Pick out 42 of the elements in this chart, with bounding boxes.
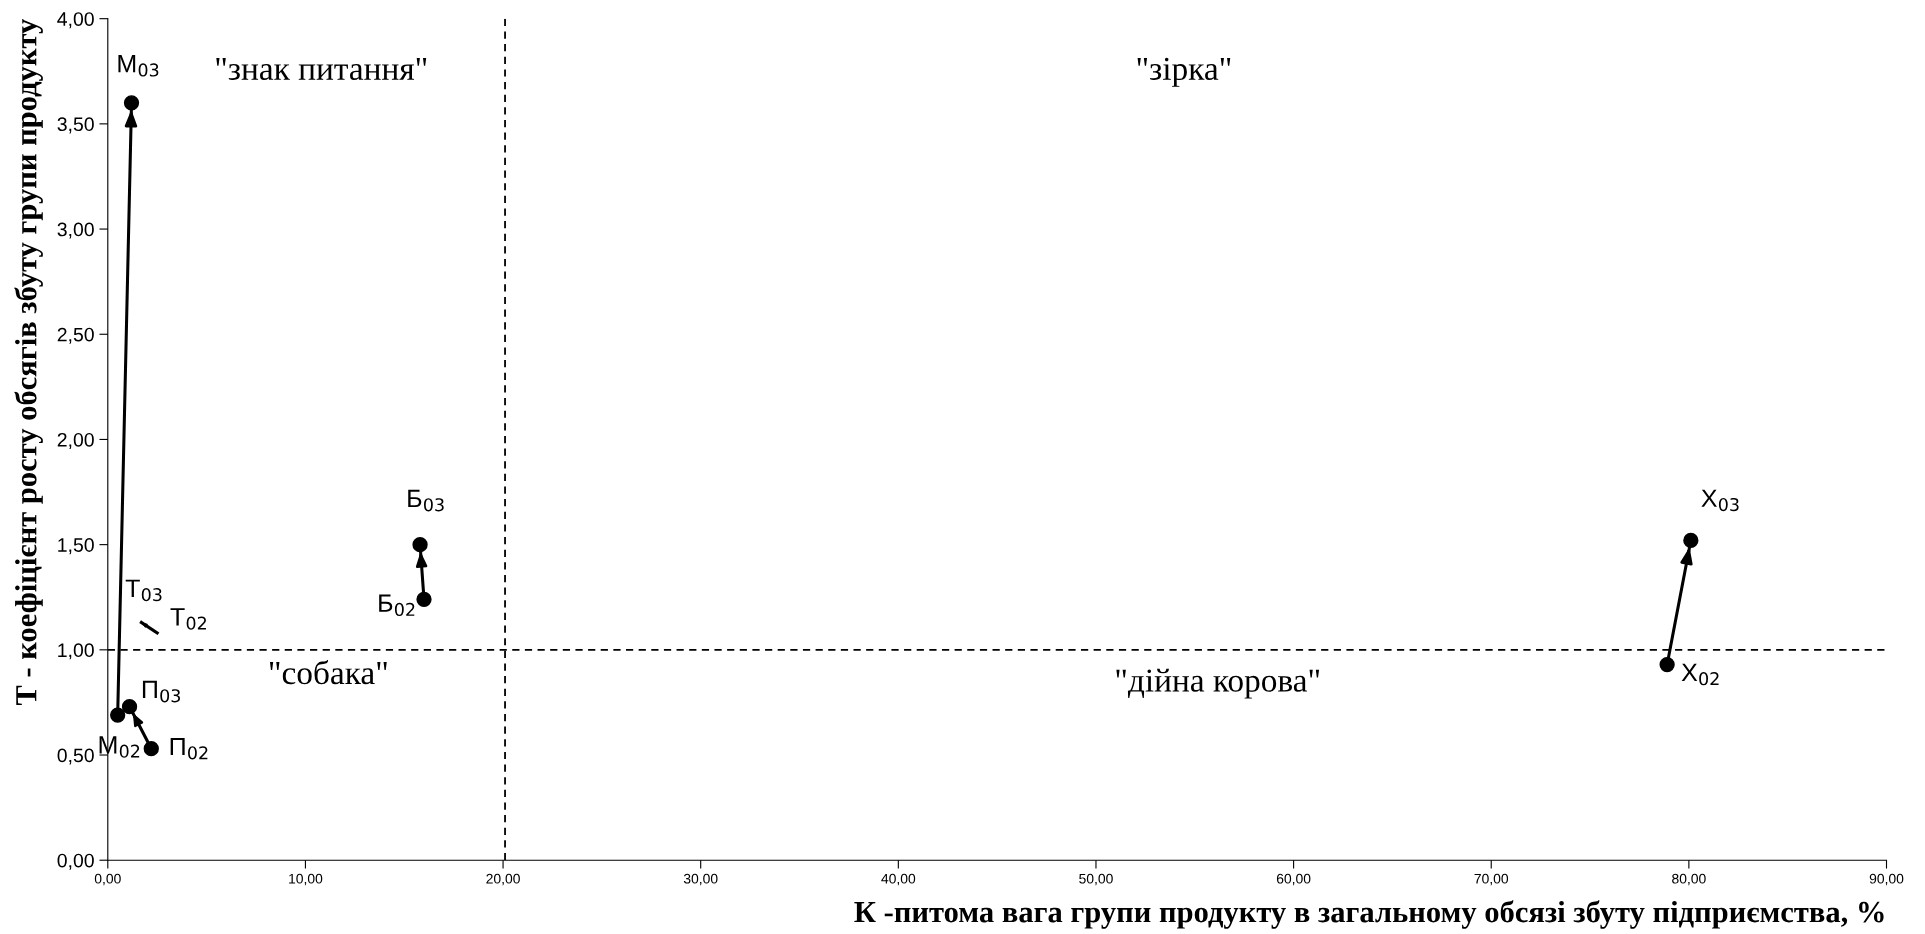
x-tick-label: 0,00 [94,873,121,886]
annotation: Б$_{02}$ [379,594,415,617]
annotation: Б$_{03}$ [408,489,444,512]
y-tick-label: 0,50 [57,748,94,765]
y-tick-label: 3,00 [57,222,94,239]
point [1659,656,1675,673]
annotation: Т$_{03}$ [125,579,162,602]
x-tick-label: 40,00 [881,873,916,886]
x-tick-label: 90,00 [1869,873,1904,886]
x-tick-label: 30,00 [683,873,718,886]
y-tick-label: 1,50 [58,538,94,555]
point [143,741,159,757]
y-tick-label: 4,00 [57,12,94,29]
x-axis-title: К -питома вага групи продукту в загальному обсязі збуту підприємства, % [854,900,1884,929]
point [412,536,428,553]
y-tick-label: 3,50 [57,117,94,134]
point [416,591,432,607]
x-tick-label: 70,00 [1474,873,1509,886]
annotation: П$_{03}$ [142,680,180,703]
annotation: М$_{03}$ [118,55,159,77]
annotation: Т$_{02}$ [170,608,206,630]
point [1683,532,1699,549]
x-tick-label: 10,00 [289,873,323,886]
y-tick-label: 2,50 [57,327,94,344]
x-tick-label: 80,00 [1672,873,1706,886]
annotation: П$_{02}$ [170,737,208,760]
y-tick-label: 2,00 [57,432,94,449]
y-axis-title: Т - коефіцієнт росту обсягів збуту групи продукту [14,19,43,706]
point [123,95,140,111]
annotation: "знак питання" [216,57,427,81]
annotation: "зірка" [1137,57,1231,87]
annotation: Х$_{02}$ [1681,663,1719,686]
point [110,707,126,723]
x-tick-label: 20,00 [486,873,520,886]
annotation: "дійна корова" [1116,668,1320,699]
x-tick-label: 50,00 [1079,873,1113,886]
annotation: "собака" [269,660,387,685]
y-tick-label: 0,00 [57,853,94,870]
x-tick-label: 60,00 [1276,873,1311,886]
point [121,698,138,715]
annotation: Х$_{03}$ [1701,489,1739,512]
y-tick-label: 1,00 [58,643,94,660]
